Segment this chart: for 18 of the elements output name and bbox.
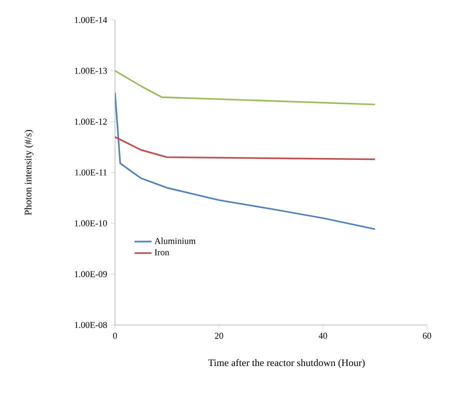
line-series: [115, 136, 376, 160]
y-tick-label: 1.00E-09: [74, 271, 107, 278]
y-tick-label: 1.00E-10: [74, 220, 107, 226]
y-tick-label: 1.00E-11: [75, 169, 107, 176]
y-tick-label: 1.00E-12: [74, 118, 107, 125]
legend-label: Iron: [154, 249, 170, 256]
line-series: [115, 92, 376, 230]
x-tick-label: 20: [214, 332, 224, 339]
x-tick-label: 40: [318, 332, 328, 339]
y-axis-title: Photon intensity (#/s): [24, 130, 34, 216]
legend-label: Aluminium: [154, 238, 196, 244]
y-tick-label: 1.00E-08: [74, 322, 107, 328]
line-series: [115, 70, 376, 106]
x-tick-label: 0: [113, 332, 117, 339]
y-tick-label: 1.00E-13: [74, 68, 107, 74]
x-axis-title: Time after the reactor shutdown (Hour): [208, 359, 365, 368]
x-tick-label: 60: [422, 332, 432, 339]
y-tick-label: 1.00E-14: [74, 16, 108, 24]
